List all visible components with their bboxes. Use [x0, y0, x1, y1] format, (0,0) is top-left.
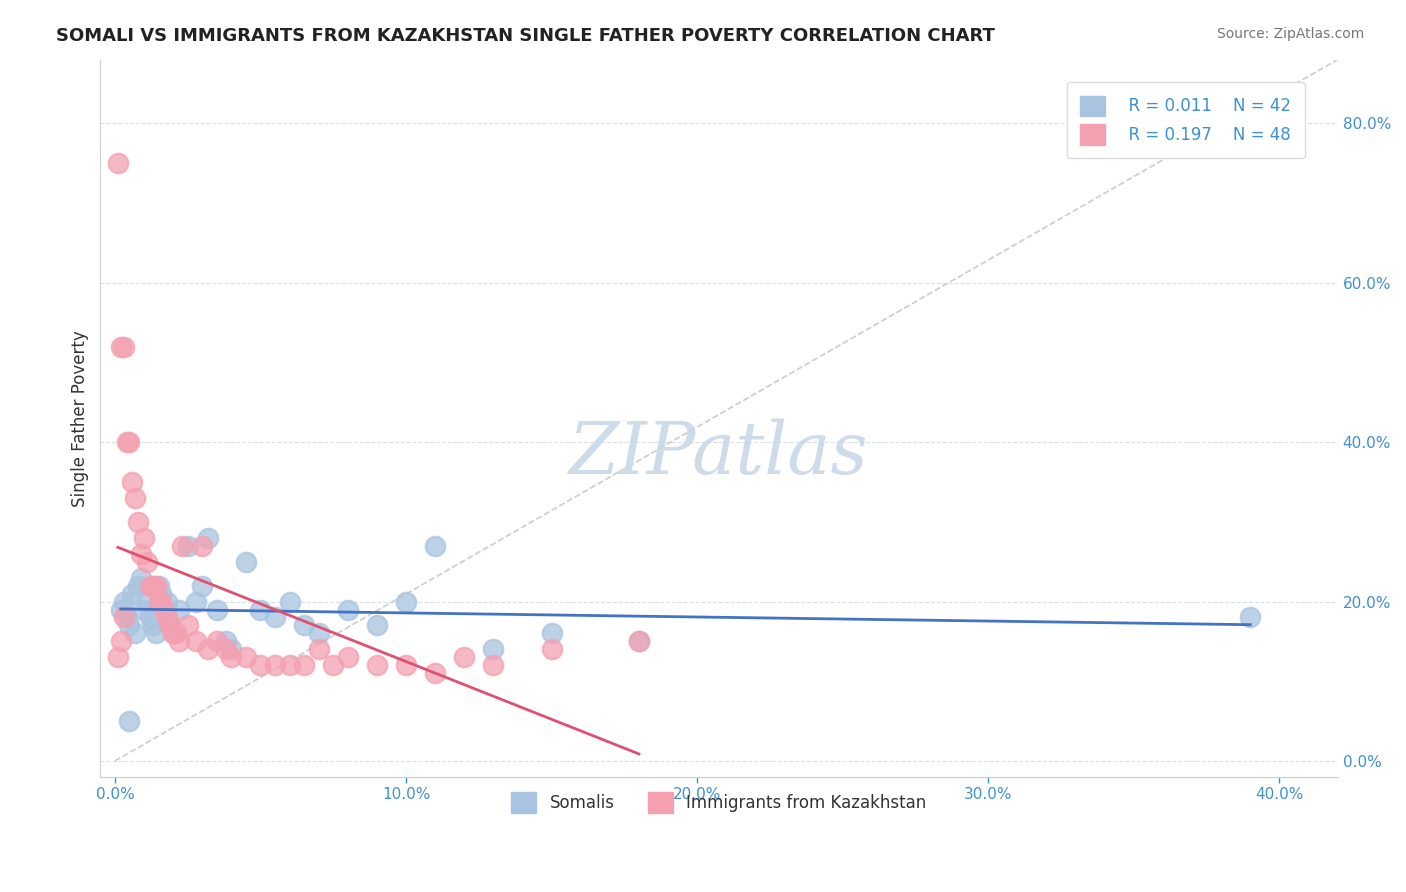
Point: [191, 539, 214, 553]
Point: [124, 626, 146, 640]
Point: [150, 594, 173, 608]
Point: [292, 658, 315, 673]
Point: [264, 610, 287, 624]
Point: [132, 531, 155, 545]
Point: [129, 571, 152, 585]
Point: [129, 547, 152, 561]
Point: [540, 626, 562, 640]
Point: [167, 634, 190, 648]
Point: [221, 642, 243, 657]
Point: [191, 578, 214, 592]
Point: [162, 626, 184, 640]
Point: [627, 634, 650, 648]
Point: [148, 578, 170, 592]
Point: [167, 602, 190, 616]
Y-axis label: Single Father Poverty: Single Father Poverty: [72, 330, 89, 507]
Point: [278, 658, 301, 673]
Point: [110, 339, 132, 353]
Text: Source: ZipAtlas.com: Source: ZipAtlas.com: [1216, 27, 1364, 41]
Point: [145, 626, 167, 640]
Point: [118, 435, 141, 450]
Point: [176, 618, 198, 632]
Point: [366, 618, 388, 632]
Point: [336, 602, 359, 616]
Point: [366, 658, 388, 673]
Point: [112, 339, 135, 353]
Point: [292, 618, 315, 632]
Point: [127, 515, 149, 529]
Point: [264, 658, 287, 673]
Point: [148, 594, 170, 608]
Point: [627, 634, 650, 648]
Point: [118, 714, 141, 728]
Point: [110, 602, 132, 616]
Point: [132, 602, 155, 616]
Point: [118, 618, 141, 632]
Point: [205, 634, 228, 648]
Point: [156, 610, 179, 624]
Point: [153, 602, 176, 616]
Point: [165, 626, 187, 640]
Point: [482, 658, 505, 673]
Point: [482, 642, 505, 657]
Point: [214, 642, 236, 657]
Point: [159, 618, 181, 632]
Point: [170, 539, 193, 553]
Point: [249, 658, 271, 673]
Point: [136, 555, 159, 569]
Point: [205, 602, 228, 616]
Point: [159, 618, 181, 632]
Point: [139, 578, 162, 592]
Point: [235, 555, 257, 569]
Point: [121, 586, 143, 600]
Point: [153, 602, 176, 616]
Point: [115, 610, 138, 624]
Point: [112, 594, 135, 608]
Point: [308, 626, 330, 640]
Point: [395, 594, 418, 608]
Point: [221, 650, 243, 665]
Point: [235, 650, 257, 665]
Point: [110, 634, 132, 648]
Point: [124, 491, 146, 505]
Text: SOMALI VS IMMIGRANTS FROM KAZAKHSTAN SINGLE FATHER POVERTY CORRELATION CHART: SOMALI VS IMMIGRANTS FROM KAZAKHSTAN SIN…: [56, 27, 995, 45]
Point: [139, 610, 162, 624]
Point: [112, 610, 135, 624]
Point: [308, 642, 330, 657]
Legend: Somalis, Immigrants from Kazakhstan: Somalis, Immigrants from Kazakhstan: [498, 779, 941, 826]
Point: [162, 626, 184, 640]
Point: [176, 539, 198, 553]
Point: [107, 650, 129, 665]
Point: [145, 578, 167, 592]
Point: [142, 578, 165, 592]
Text: ZIPatlas: ZIPatlas: [569, 419, 869, 490]
Point: [322, 658, 344, 673]
Point: [197, 531, 219, 545]
Point: [540, 642, 562, 657]
Point: [150, 586, 173, 600]
Point: [214, 634, 236, 648]
Point: [186, 594, 208, 608]
Point: [115, 435, 138, 450]
Point: [423, 666, 446, 681]
Point: [107, 156, 129, 170]
Point: [186, 634, 208, 648]
Point: [136, 594, 159, 608]
Point: [127, 578, 149, 592]
Point: [453, 650, 475, 665]
Point: [121, 475, 143, 489]
Point: [197, 642, 219, 657]
Point: [156, 594, 179, 608]
Point: [1239, 610, 1261, 624]
Point: [142, 618, 165, 632]
Point: [278, 594, 301, 608]
Point: [249, 602, 271, 616]
Point: [423, 539, 446, 553]
Point: [336, 650, 359, 665]
Point: [395, 658, 418, 673]
